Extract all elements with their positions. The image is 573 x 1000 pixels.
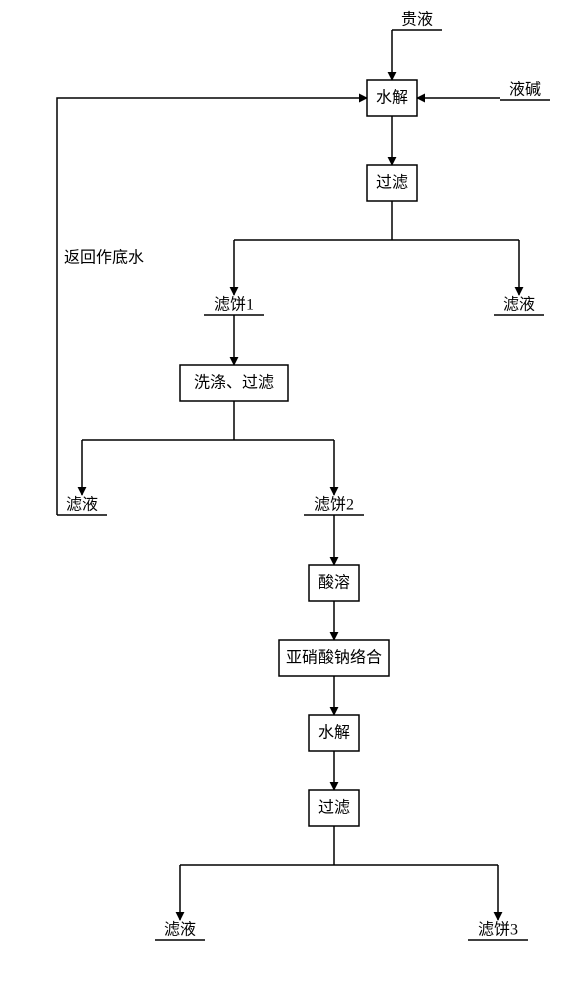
lvbing2-label: 滤饼2 [314, 496, 354, 514]
guiye-label: 贵液 [401, 11, 433, 29]
lvye3-label: 滤液 [164, 921, 196, 939]
xidi-label: 洗涤、过滤 [194, 374, 274, 392]
yaxiao-label: 亚硝酸钠络合 [286, 648, 382, 667]
shuijie1-label: 水解 [376, 89, 408, 107]
shuijie2-label: 水解 [318, 724, 350, 742]
suanrong-label: 酸溶 [318, 574, 350, 592]
lvye2-label: 滤液 [66, 496, 98, 514]
guolv1-label: 过滤 [376, 174, 408, 192]
lvbing3-label: 滤饼3 [478, 921, 518, 939]
yejian-label: 液碱 [509, 81, 541, 99]
lvye1-label: 滤液 [503, 296, 535, 314]
fanhui-label: 返回作底水 [64, 249, 144, 267]
lvbing1-label: 滤饼1 [214, 296, 254, 314]
guolv2-label: 过滤 [318, 799, 350, 817]
